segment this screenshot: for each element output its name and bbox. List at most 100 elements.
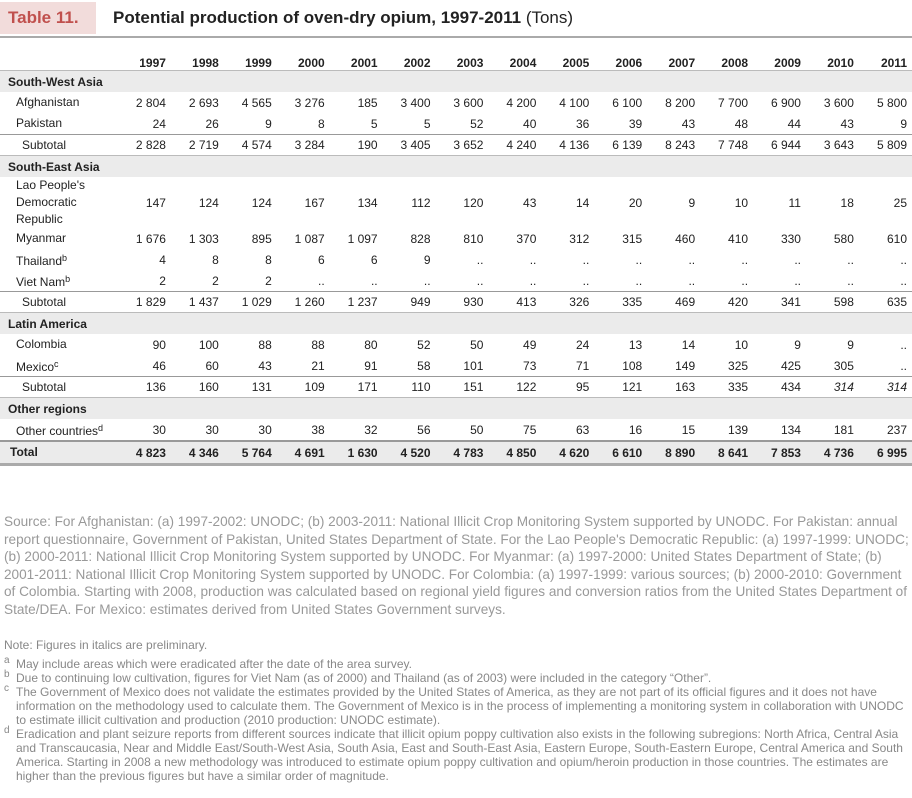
cell: 1 237 (329, 291, 383, 313)
row-label-text: Pakistan (16, 116, 63, 130)
cell: 20 (628, 195, 643, 210)
cell: 15 (681, 422, 696, 437)
cell: .. (900, 358, 907, 373)
footnote-mark: c (4, 683, 9, 694)
cell: 6 944 (753, 134, 806, 156)
cell: 6 995 (858, 440, 912, 465)
cell: 88 (258, 337, 272, 352)
cell: 930 (435, 291, 489, 313)
footnote-mark: a (4, 655, 10, 666)
cell: 50 (470, 337, 484, 352)
cell: 124 (198, 195, 219, 210)
table-label: Table 11. (0, 2, 96, 34)
cell: 2 828 (118, 134, 171, 156)
cell: 4 736 (805, 440, 859, 465)
data-row: Colombia 90 100 88 88 80 52 50 49 24 13 14 10 9 9.. (0, 334, 912, 355)
row-label: Myanmar (0, 228, 118, 249)
cell: 48 (734, 116, 749, 131)
cell: 341 (753, 291, 806, 313)
cell: 314 (805, 376, 859, 398)
footnote-mark: b (4, 669, 10, 680)
subtotal-row: Subtotal 136 160 131 109 171 110 151 122 95 121 163… (0, 376, 912, 398)
row-label-text: Total (10, 445, 38, 459)
cell: 3 405 (382, 134, 436, 156)
column-header: 1998 (192, 56, 219, 70)
cell: 134 (357, 195, 378, 210)
cell: 810 (463, 231, 484, 246)
cell: 3 600 (453, 95, 484, 110)
title-wrap: Potential production of oven-dry opium, … (113, 2, 573, 34)
cell: 895 (251, 231, 272, 246)
cell: 6 610 (594, 440, 648, 465)
cell: 828 (410, 231, 431, 246)
header-row: 1997 1998 1999 2000 2001 2002 2003 2004 2005 2006… (0, 37, 912, 71)
cell: 109 (276, 376, 330, 398)
title: Potential production of oven-dry opium, … (113, 8, 522, 27)
cell: 3 643 (805, 134, 859, 156)
cell: 6 (318, 252, 325, 267)
column-header: 1999 (245, 56, 272, 70)
cell: 330 (780, 231, 801, 246)
row-label-text: Thailand (16, 253, 63, 268)
cell: 8 243 (647, 134, 701, 156)
cell: .. (900, 252, 907, 267)
cell: 4 346 (170, 440, 224, 465)
cell: 122 (488, 376, 542, 398)
cell: .. (741, 252, 749, 267)
cell: 44 (787, 116, 801, 131)
row-label: Colombia (0, 334, 118, 355)
cell: 305 (833, 358, 854, 373)
cell: 4 823 (118, 440, 171, 465)
cell: 1 097 (347, 231, 378, 246)
cell: 1 029 (223, 291, 277, 313)
cell: 11 (788, 195, 801, 210)
cell: 110 (382, 376, 436, 398)
footnotes: a May include areas which were eradicated… (4, 655, 909, 783)
data-row: Viet Namb 2 2 2........................ (0, 270, 912, 292)
cell: 610 (886, 231, 907, 246)
cell: 335 (594, 291, 648, 313)
cell: 73 (523, 358, 537, 373)
cell: .. (635, 252, 643, 267)
cell: 58 (417, 358, 431, 373)
cell: .. (476, 273, 484, 288)
cell: 9 (794, 337, 801, 352)
cell: 52 (417, 337, 431, 352)
row-label: Pakistan (0, 113, 118, 135)
footnote-mark: d (4, 725, 10, 736)
cell: 6 139 (594, 134, 648, 156)
cell: 25 (893, 195, 907, 210)
cell: 370 (516, 231, 537, 246)
cell: 134 (780, 422, 801, 437)
cell: 131 (223, 376, 277, 398)
cell: 171 (329, 376, 383, 398)
cell: .. (900, 273, 907, 288)
cell: 315 (622, 231, 643, 246)
row-label-text: Colombia (16, 337, 67, 351)
cell: 325 (728, 358, 749, 373)
row-label-text: Other countries (16, 423, 99, 438)
cell: 4 136 (541, 134, 595, 156)
cell: 3 652 (435, 134, 489, 156)
cell: 185 (357, 95, 378, 110)
cell: .. (318, 273, 325, 288)
cell: .. (688, 252, 696, 267)
column-header: 2011 (880, 56, 907, 70)
cell: 4 691 (276, 440, 330, 465)
cell: 335 (700, 376, 754, 398)
column-header: 2007 (668, 56, 696, 70)
footnote: d Eradication and plant seizure reports f… (4, 725, 909, 783)
cell: 18 (840, 195, 854, 210)
cell: 80 (364, 337, 378, 352)
cell: 36 (575, 116, 590, 131)
cell: 9 (423, 252, 431, 267)
unit: (Tons) (525, 8, 574, 27)
section-row: Other regions (0, 397, 912, 419)
row-label-text: Afghanistan (16, 95, 80, 109)
header: Table 11. Potential production of oven-d… (0, 0, 912, 36)
cell: 63 (575, 422, 590, 437)
cell: 2 719 (170, 134, 224, 156)
row-label-text: Subtotal (22, 379, 67, 394)
column-header: 2001 (350, 56, 378, 70)
cell: 13 (628, 337, 643, 352)
